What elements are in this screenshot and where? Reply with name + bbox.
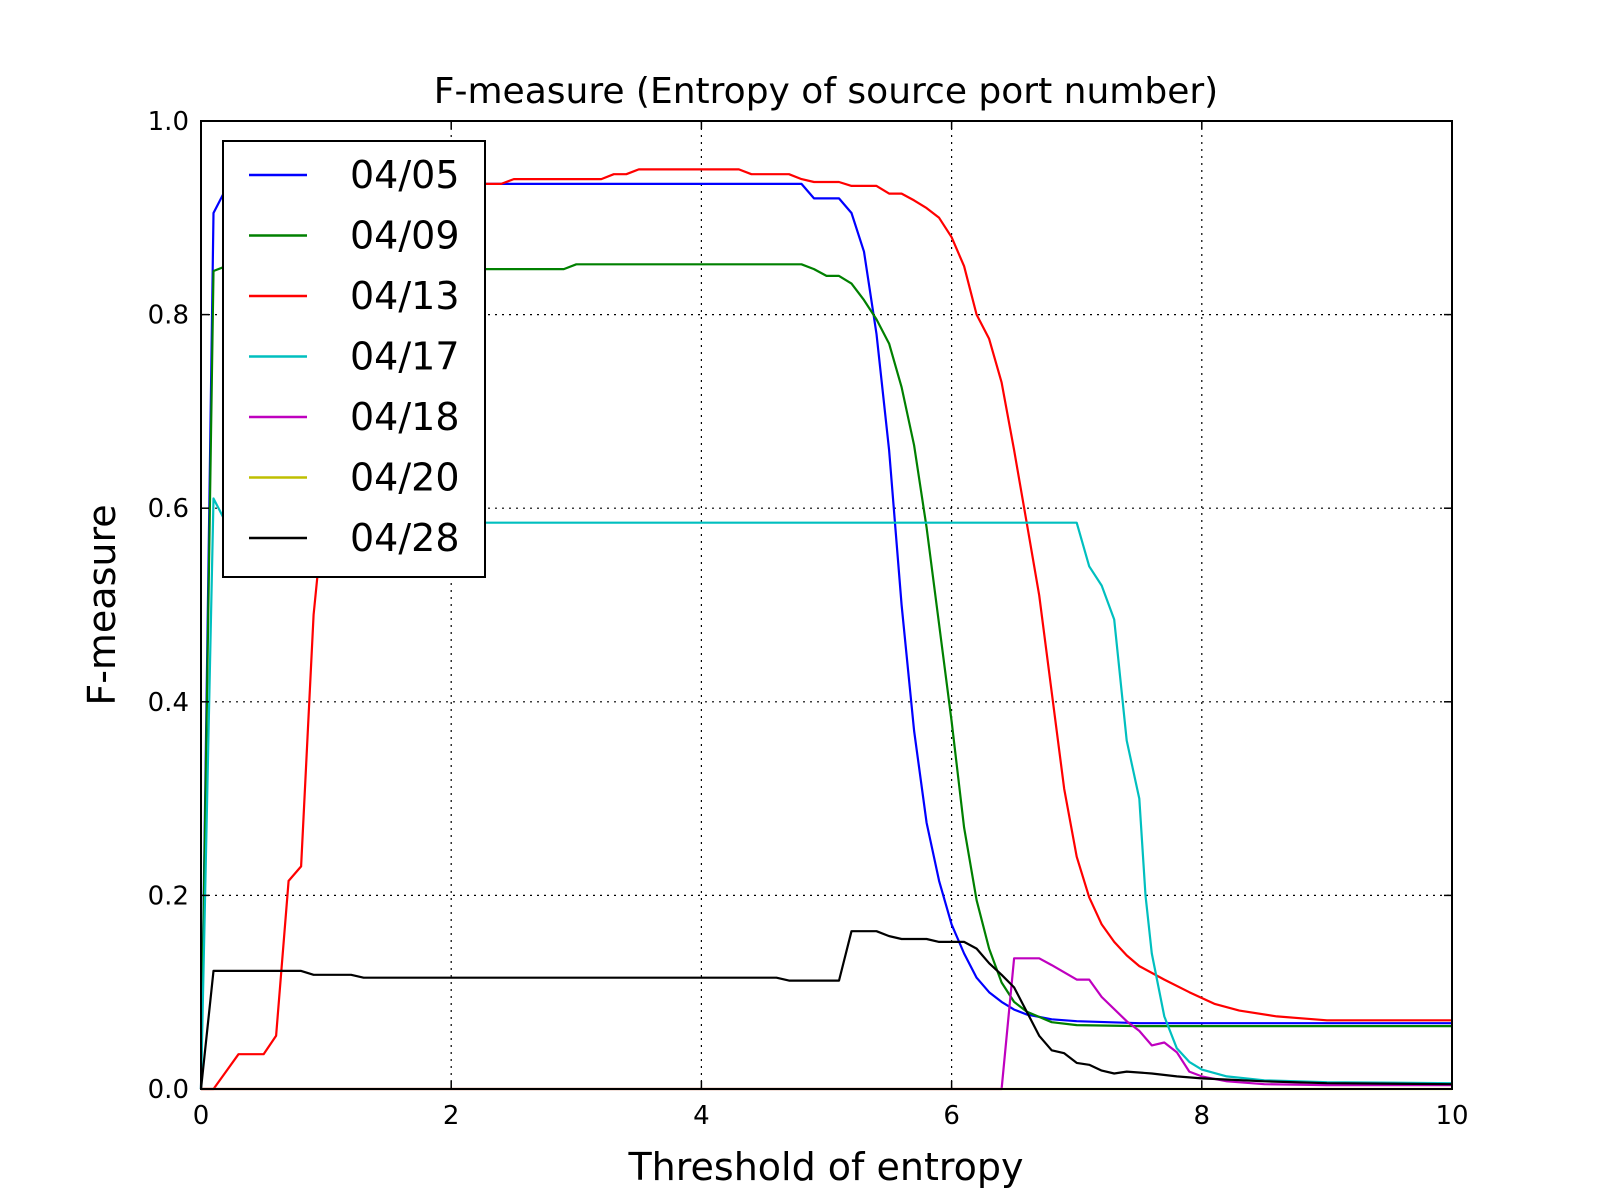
x-tick-label: 0 [193, 1101, 210, 1131]
y-tick-label: 0.4 [148, 688, 189, 718]
legend-box [222, 140, 486, 578]
x-axis-title: Threshold of entropy [627, 1145, 1023, 1189]
x-tick-label: 10 [1435, 1101, 1468, 1131]
y-tick-label: 0.2 [148, 881, 189, 911]
series-line-04-28 [199, 930, 1453, 1090]
x-tick-label: 6 [943, 1101, 960, 1131]
legend-label: 04/05 [350, 153, 460, 197]
x-tick-label: 2 [443, 1101, 460, 1131]
series-line-04-18 [201, 957, 1452, 1091]
legend-label: 04/17 [350, 335, 460, 379]
y-tick-label: 0.6 [148, 494, 189, 524]
plot-frame [200, 120, 1453, 1090]
legend-label: 04/09 [350, 214, 460, 258]
y-tick-label: 0.0 [148, 1075, 189, 1105]
series-line-04-09 [199, 263, 1452, 1090]
legend-label: 04/13 [350, 274, 460, 318]
y-axis-title: F-measure [80, 504, 124, 705]
chart-title: F-measure (Entropy of source port number… [434, 71, 1218, 112]
legend-label: 04/20 [350, 456, 460, 500]
x-tick-label: 4 [693, 1101, 710, 1131]
legend-label: 04/18 [350, 395, 460, 439]
y-tick-label: 1.0 [148, 107, 189, 137]
x-tick-label: 8 [1194, 1101, 1211, 1131]
axis-ticks: 0 2 4 6 8 10 0.0 0.2 0.4 0.6 0.8 1.0 [148, 107, 1469, 1131]
legend-label: 04/28 [350, 516, 460, 560]
legend: 04/05 04/09 04/13 04/17 04/18 04/20 04/28 [222, 140, 486, 578]
y-tick-label: 0.8 [148, 301, 189, 331]
